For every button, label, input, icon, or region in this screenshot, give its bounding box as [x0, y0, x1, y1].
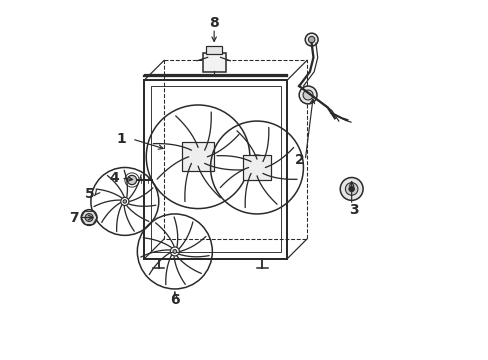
Text: 6: 6 [170, 293, 179, 307]
Text: 3: 3 [348, 203, 358, 217]
Circle shape [303, 90, 312, 100]
Circle shape [253, 164, 260, 171]
Circle shape [345, 183, 357, 195]
Circle shape [127, 175, 136, 185]
Circle shape [308, 36, 314, 43]
Circle shape [348, 186, 354, 192]
Text: 7: 7 [69, 211, 79, 225]
FancyBboxPatch shape [206, 46, 222, 54]
Text: 2: 2 [294, 153, 304, 167]
Circle shape [194, 153, 202, 161]
Polygon shape [182, 142, 214, 171]
Text: 4: 4 [109, 171, 119, 185]
Circle shape [299, 86, 316, 104]
Circle shape [123, 200, 126, 203]
Circle shape [340, 177, 363, 201]
Text: 5: 5 [85, 186, 95, 201]
Circle shape [85, 213, 93, 221]
FancyBboxPatch shape [203, 53, 225, 72]
Circle shape [81, 210, 97, 225]
Circle shape [173, 249, 176, 253]
Circle shape [305, 33, 317, 46]
Polygon shape [243, 155, 270, 180]
Text: 8: 8 [209, 16, 219, 30]
Text: 1: 1 [116, 132, 126, 146]
